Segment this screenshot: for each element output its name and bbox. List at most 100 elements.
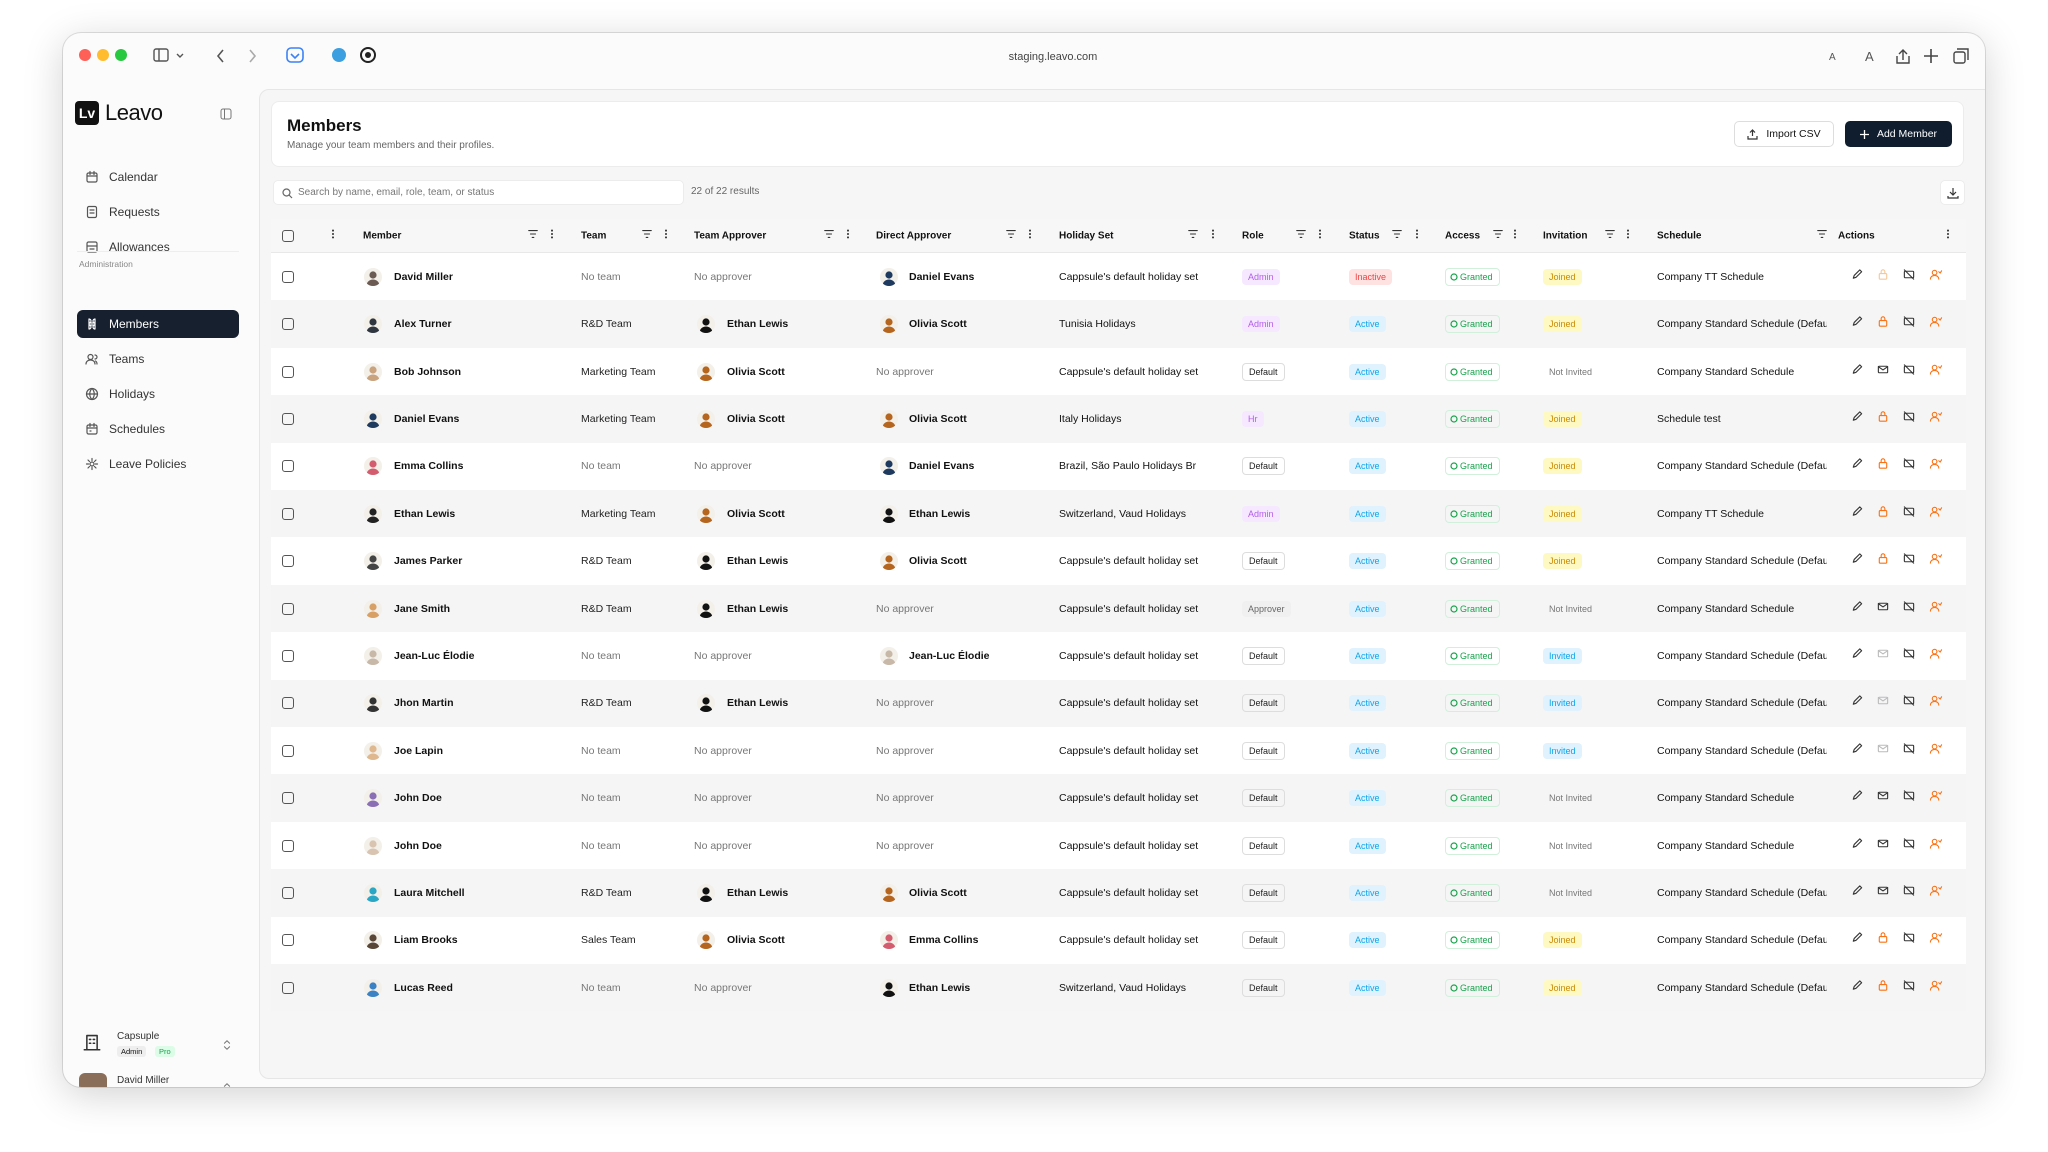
invite-action[interactable] [1877, 647, 1890, 665]
lock-action[interactable] [1877, 979, 1890, 997]
row-checkbox[interactable] [282, 839, 294, 852]
import-button[interactable]: Import CSV [1734, 121, 1834, 147]
column-menu[interactable] [660, 227, 672, 245]
zoom[interactable] [115, 49, 127, 61]
column-menu[interactable] [1622, 227, 1634, 245]
edit-action[interactable] [1851, 742, 1864, 760]
column-menu[interactable] [327, 227, 339, 245]
nav-item[interactable]: Members [77, 310, 239, 338]
toolbar-icons[interactable] [153, 47, 273, 65]
lock-action[interactable] [1877, 457, 1890, 475]
column-menu[interactable] [1024, 227, 1036, 245]
role-action[interactable] [1929, 410, 1943, 428]
role-action[interactable] [1929, 457, 1943, 475]
column-menu[interactable] [842, 227, 854, 245]
edit-action[interactable] [1851, 931, 1864, 949]
column-filter[interactable] [1187, 227, 1199, 245]
edit-action[interactable] [1851, 600, 1864, 618]
column-filter[interactable] [1005, 227, 1017, 245]
download-button[interactable] [1940, 180, 1965, 205]
disable-action[interactable] [1903, 410, 1916, 428]
column-filter[interactable] [823, 227, 835, 245]
row-checkbox[interactable] [282, 649, 294, 662]
role-action[interactable] [1929, 884, 1943, 902]
nav-item[interactable]: Allowances [77, 233, 239, 261]
invite-action[interactable] [1877, 837, 1890, 855]
row-checkbox[interactable] [282, 318, 294, 331]
row-checkbox[interactable] [282, 555, 294, 568]
disable-action[interactable] [1903, 505, 1916, 523]
column-menu[interactable] [1509, 227, 1521, 245]
role-action[interactable] [1929, 268, 1943, 286]
disable-action[interactable] [1903, 315, 1916, 333]
disable-action[interactable] [1903, 268, 1916, 286]
invite-action[interactable] [1877, 600, 1890, 618]
column-menu[interactable] [1314, 227, 1326, 245]
column-menu[interactable] [1942, 227, 1954, 245]
collapse[interactable] [220, 108, 232, 120]
nav-item[interactable]: Teams [77, 345, 239, 373]
nav-item[interactable]: Calendar [77, 163, 239, 191]
row-checkbox[interactable] [282, 934, 294, 947]
disable-action[interactable] [1903, 789, 1916, 807]
disable-action[interactable] [1903, 647, 1916, 665]
lock-action[interactable] [1877, 931, 1890, 949]
invite-action[interactable] [1877, 363, 1890, 381]
column-menu[interactable] [546, 227, 558, 245]
lock-action[interactable] [1877, 315, 1890, 333]
invite-action[interactable] [1877, 694, 1890, 712]
disable-action[interactable] [1903, 979, 1916, 997]
row-checkbox[interactable] [282, 792, 294, 805]
row-checkbox[interactable] [282, 412, 294, 425]
edit-action[interactable] [1851, 363, 1864, 381]
add-member-button[interactable]: Add Member [1845, 121, 1952, 147]
edit-action[interactable] [1851, 268, 1864, 286]
role-action[interactable] [1929, 979, 1943, 997]
role-action[interactable] [1929, 600, 1943, 618]
column-menu[interactable] [1207, 227, 1219, 245]
column-filter[interactable] [1492, 227, 1504, 245]
invite-action[interactable] [1877, 789, 1890, 807]
invite-action[interactable] [1877, 742, 1890, 760]
row-checkbox[interactable] [282, 270, 294, 283]
disable-action[interactable] [1903, 742, 1916, 760]
role-action[interactable] [1929, 363, 1943, 381]
edit-action[interactable] [1851, 979, 1864, 997]
row-checkbox[interactable] [282, 365, 294, 378]
edit-action[interactable] [1851, 837, 1864, 855]
close[interactable] [79, 49, 91, 61]
disable-action[interactable] [1903, 600, 1916, 618]
column-filter[interactable] [527, 227, 539, 245]
workspace-switch[interactable] [221, 1038, 233, 1056]
role-action[interactable] [1929, 552, 1943, 570]
lock-action[interactable] [1877, 552, 1890, 570]
invite-action[interactable] [1877, 884, 1890, 902]
edit-action[interactable] [1851, 315, 1864, 333]
edit-action[interactable] [1851, 789, 1864, 807]
nav-item[interactable]: Schedules [77, 415, 239, 443]
column-filter[interactable] [641, 227, 653, 245]
row-checkbox[interactable] [282, 886, 294, 899]
role-action[interactable] [1929, 742, 1943, 760]
row-checkbox[interactable] [282, 507, 294, 520]
row-checkbox[interactable] [282, 460, 294, 473]
row-checkbox[interactable] [282, 744, 294, 757]
lock-action[interactable] [1877, 268, 1890, 286]
edit-action[interactable] [1851, 694, 1864, 712]
column-filter[interactable] [1391, 227, 1403, 245]
disable-action[interactable] [1903, 552, 1916, 570]
edit-action[interactable] [1851, 647, 1864, 665]
column-menu[interactable] [1411, 227, 1423, 245]
row-checkbox[interactable] [282, 602, 294, 615]
nav-item[interactable]: Requests [77, 198, 239, 226]
disable-action[interactable] [1903, 837, 1916, 855]
extension-icons[interactable] [286, 46, 386, 66]
minimize[interactable] [97, 49, 109, 61]
role-action[interactable] [1929, 694, 1943, 712]
column-filter[interactable] [1816, 227, 1828, 245]
disable-action[interactable] [1903, 884, 1916, 902]
column-filter[interactable] [1604, 227, 1616, 245]
row-checkbox[interactable] [282, 697, 294, 710]
search-input[interactable]: Search by name, email, role, team, or st… [273, 180, 684, 205]
